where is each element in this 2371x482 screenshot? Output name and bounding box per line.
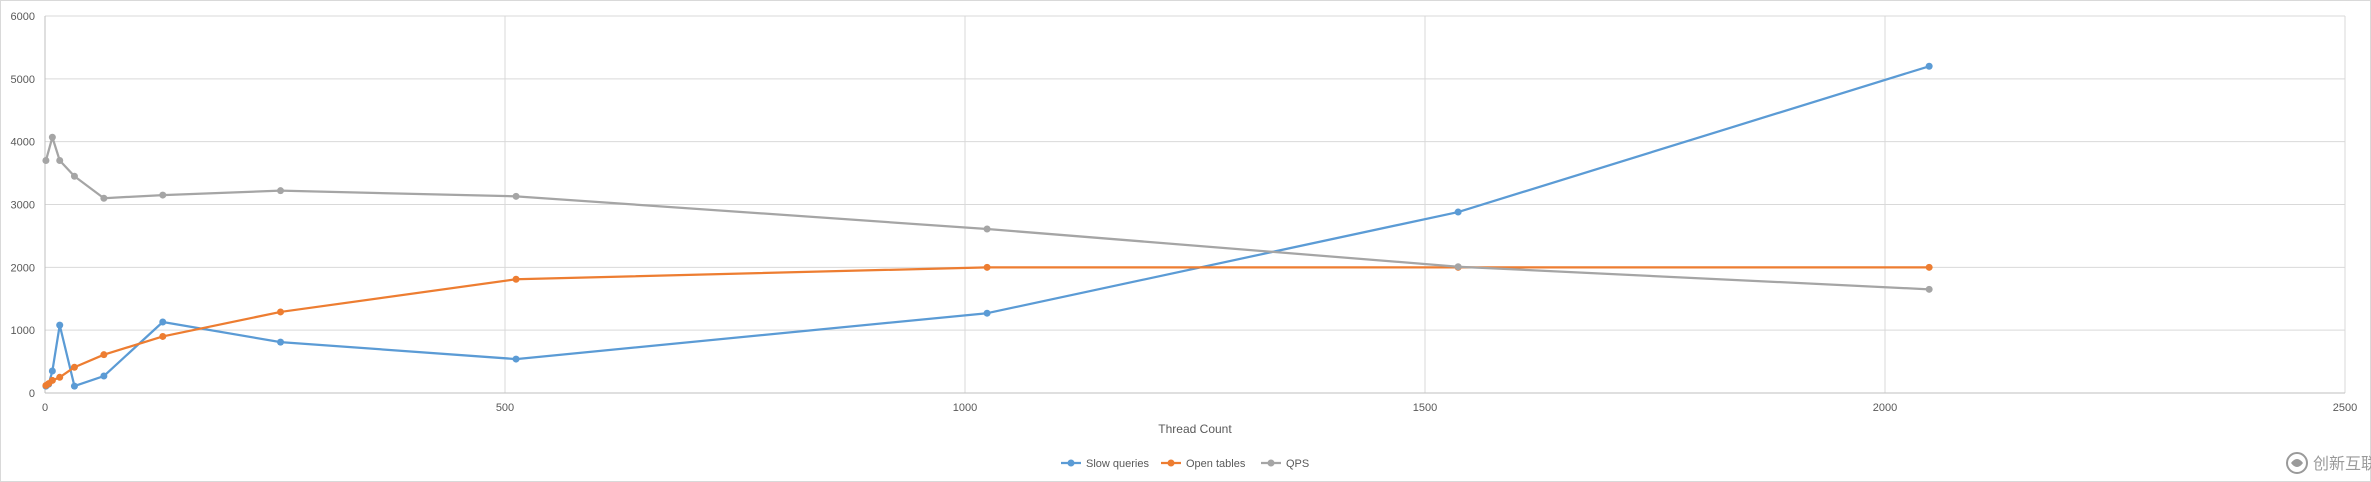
data-point-slow-queries [512, 355, 520, 363]
data-point-slow-queries [100, 372, 108, 380]
data-point-qps [100, 194, 108, 202]
x-tick-label: 2000 [1873, 402, 1897, 414]
y-tick-label: 1000 [11, 325, 35, 337]
x-tick-label: 500 [496, 402, 514, 414]
legend: Slow queries Open tables QPS [1061, 458, 1309, 470]
x-axis-title: Thread Count [1158, 422, 1232, 436]
series-open-tables [42, 263, 1933, 389]
watermark-logo-mark [2291, 459, 2303, 467]
data-point-slow-queries [56, 321, 64, 329]
data-point-slow-queries [277, 338, 285, 346]
legend-swatch-marker [1167, 459, 1175, 467]
data-point-qps [56, 157, 64, 165]
series-line-open-tables [45, 266, 1930, 387]
grid-lines [44, 15, 2346, 394]
tick-labels: 0 1000 2000 3000 4000 5000 6000 0 500 1000 1500 200… [11, 11, 2358, 414]
watermark-logo-icon [2286, 452, 2308, 474]
y-tick-label: 6000 [11, 11, 35, 23]
watermark: 创新互联 [2286, 452, 2371, 474]
data-point-qps [70, 172, 78, 180]
data-point-qps [159, 191, 167, 199]
y-tick-label: 2000 [11, 262, 35, 274]
data-point-open-tables [1925, 263, 1933, 271]
data-point-open-tables [70, 363, 78, 371]
data-point-slow-queries [1454, 208, 1462, 216]
legend-label: QPS [1286, 458, 1309, 470]
data-point-qps [512, 192, 520, 200]
series-qps [42, 133, 1933, 293]
data-point-open-tables [159, 332, 167, 340]
legend-label: Slow queries [1086, 458, 1149, 470]
y-tick-label: 4000 [11, 137, 35, 149]
x-tick-label: 1000 [953, 402, 977, 414]
legend-item-qps: QPS [1261, 458, 1309, 470]
data-point-slow-queries [48, 367, 56, 375]
data-point-open-tables [48, 376, 56, 384]
data-point-slow-queries [983, 309, 991, 317]
data-point-qps [1925, 285, 1933, 293]
axes [44, 16, 2345, 394]
data-point-open-tables [277, 308, 285, 316]
watermark-text: 创新互联 [2313, 454, 2371, 473]
data-point-qps [42, 157, 50, 165]
legend-swatch-marker [1067, 459, 1075, 467]
y-tick-label: 5000 [11, 74, 35, 86]
data-point-open-tables [100, 351, 108, 359]
data-point-qps [983, 225, 991, 233]
legend-item-open-tables: Open tables [1161, 458, 1246, 470]
y-tick-label: 3000 [11, 200, 35, 212]
x-tick-label: 0 [42, 402, 48, 414]
x-tick-label: 1500 [1413, 402, 1437, 414]
y-tick-label: 0 [29, 388, 35, 400]
data-point-slow-queries [159, 318, 167, 326]
data-point-open-tables [56, 373, 64, 381]
x-tick-label: 2500 [2333, 402, 2357, 414]
data-point-slow-queries [70, 382, 78, 390]
legend-label: Open tables [1186, 458, 1246, 470]
data-point-qps [48, 133, 56, 141]
data-point-open-tables [512, 275, 520, 283]
series-lines [42, 62, 1933, 390]
data-point-qps [1454, 263, 1462, 271]
legend-swatch-marker [1267, 459, 1275, 467]
legend-item-slow-queries: Slow queries [1061, 458, 1149, 470]
data-point-qps [277, 187, 285, 195]
data-point-open-tables [983, 263, 991, 271]
data-point-slow-queries [1925, 62, 1933, 70]
